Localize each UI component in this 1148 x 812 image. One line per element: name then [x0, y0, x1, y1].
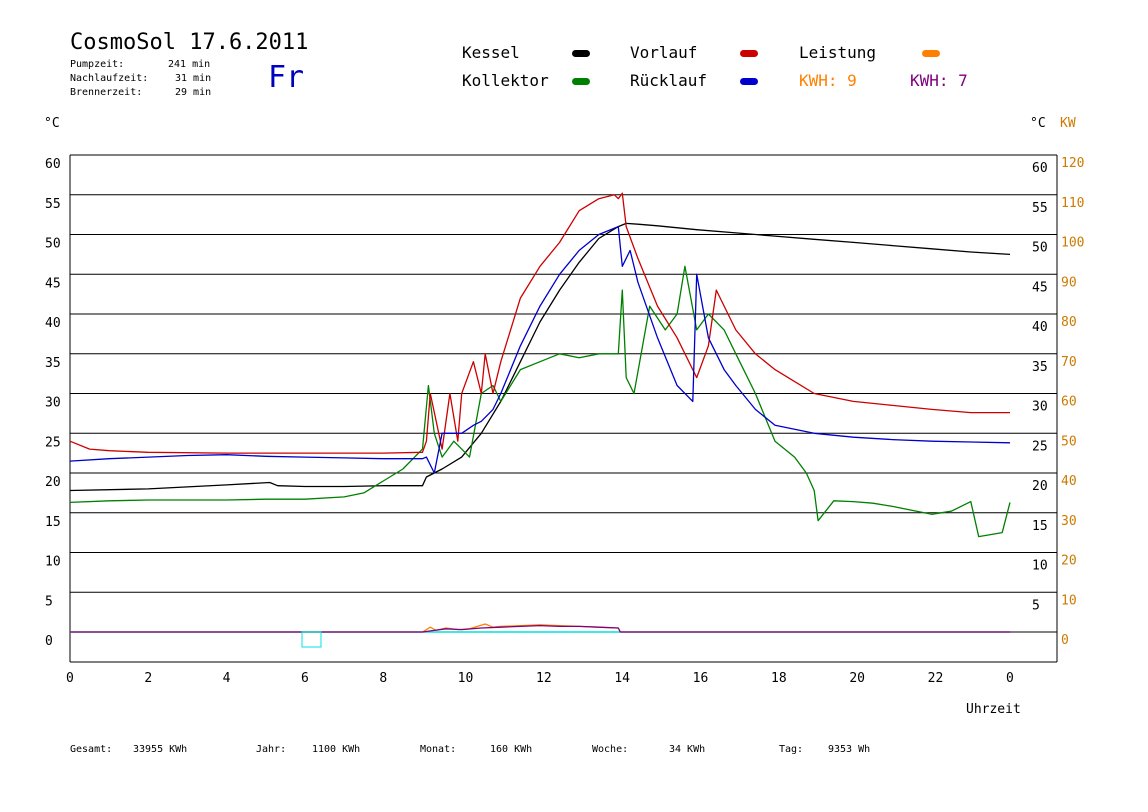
footer-woche-value: 34 KWh	[669, 744, 706, 755]
y-tick-label-right: 50	[1032, 241, 1048, 256]
y-tick-label-kw: 10	[1061, 593, 1077, 608]
x-tick-label: 18	[771, 671, 787, 686]
legend-kessel-swatch	[572, 50, 590, 57]
legend-vorlauf: Vorlauf	[630, 43, 698, 62]
y-tick-label-right: 25	[1032, 439, 1048, 454]
y-tick-label-kw: 80	[1061, 315, 1077, 330]
legend-kollektor: Kollektor	[462, 71, 549, 90]
stat-brennerzeit-label: Brennerzeit:	[70, 87, 143, 98]
y-tick-label-kw: 50	[1061, 434, 1077, 449]
x-tick-label: 14	[614, 671, 630, 686]
y-tick-label-kw: 30	[1061, 514, 1077, 529]
y-tick-label-left: 20	[45, 475, 61, 490]
y-axis-kw-unit: KW	[1060, 116, 1076, 131]
legend-kwh-2: KWH: 7	[910, 71, 968, 90]
legend-ruecklauf-swatch	[740, 78, 758, 85]
x-tick-label: 22	[928, 671, 944, 686]
y-tick-label-right: 60	[1032, 161, 1048, 176]
legend-ruecklauf: Rücklauf	[630, 71, 708, 90]
y-tick-label-kw: 60	[1061, 395, 1077, 410]
x-tick-label: 20	[849, 671, 865, 686]
chart-tick-labels: 0 2 4 6 8 10 12 14 16 18 20 22 060555045403530252015…	[45, 156, 1084, 686]
y-tick-label-kw: 40	[1061, 474, 1077, 489]
footer-monat-label: Monat:	[420, 744, 457, 755]
series-line-kollektor	[69, 265, 1011, 538]
y-tick-label-kw: 100	[1061, 236, 1084, 251]
y-tick-label-kw: 20	[1061, 554, 1077, 569]
y-tick-label-right: 20	[1032, 479, 1048, 494]
y-tick-label-kw: 70	[1061, 355, 1077, 370]
y-tick-label-right: 40	[1032, 320, 1048, 335]
y-tick-label-kw: 90	[1061, 275, 1077, 290]
x-tick-label: 2	[144, 671, 152, 686]
y-tick-label-left: 30	[45, 396, 61, 411]
chart-series	[69, 192, 1011, 633]
stat-nachlaufzeit-label: Nachlaufzeit:	[70, 73, 149, 84]
x-tick-label: 0	[66, 671, 74, 686]
legend-vorlauf-swatch	[740, 50, 758, 57]
y-axis-right-unit: °C	[1030, 116, 1046, 131]
weekday-label: Fr	[268, 60, 305, 95]
stat-brennerzeit-value: 29 min	[175, 87, 212, 98]
y-tick-label-left: 55	[45, 197, 61, 212]
chart-grid	[70, 154, 1057, 593]
series-line-r-cklauf	[69, 225, 1011, 474]
x-tick-label: 10	[458, 671, 474, 686]
x-tick-label: 4	[223, 671, 231, 686]
legend-kollektor-swatch	[572, 78, 590, 85]
y-tick-label-left: 50	[45, 237, 61, 252]
series-line-kwh-7	[70, 624, 1010, 633]
y-tick-label-right: 45	[1032, 280, 1048, 295]
footer-jahr-value: 1100 KWh	[312, 744, 361, 755]
legend-leistung: Leistung	[799, 43, 877, 62]
y-tick-label-left: 45	[45, 276, 61, 291]
series-line-kessel	[69, 222, 1011, 492]
y-tick-label-right: 15	[1032, 519, 1048, 534]
legend-kessel: Kessel	[462, 43, 520, 62]
stat-nachlaufzeit-value: 31 min	[175, 73, 212, 84]
footer-woche-label: Woche:	[592, 744, 629, 755]
y-tick-label-kw: 110	[1061, 196, 1084, 211]
stat-pumpzeit-label: Pumpzeit:	[70, 59, 125, 70]
x-axis-label: Uhrzeit	[966, 702, 1021, 717]
y-tick-label-left: 25	[45, 435, 61, 450]
y-axis-left-unit: °C	[44, 116, 60, 131]
footer-tag-label: Tag:	[779, 744, 804, 755]
legend-leistung-swatch	[922, 50, 940, 57]
y-tick-label-left: 40	[45, 316, 61, 331]
footer-gesamt-label: Gesamt:	[70, 744, 113, 755]
y-tick-label-left: 35	[45, 356, 61, 371]
x-tick-label: 8	[379, 671, 387, 686]
y-tick-label-right: 55	[1032, 201, 1048, 216]
y-tick-label-left: 15	[45, 515, 61, 530]
marker-box	[301, 631, 322, 648]
chart-title: CosmoSol 17.6.2011	[70, 30, 309, 55]
y-tick-label-left: 0	[45, 634, 53, 649]
y-tick-label-left: 5	[45, 594, 53, 609]
chart-axes	[69, 155, 1058, 663]
y-tick-label-left: 60	[45, 157, 61, 172]
x-tick-label: 12	[536, 671, 552, 686]
x-tick-label: 0	[1006, 671, 1014, 686]
stat-pumpzeit-value: 241 min	[168, 59, 211, 70]
series-line-vorlauf	[69, 192, 1010, 454]
y-tick-label-kw: 120	[1061, 156, 1084, 171]
footer-tag-value: 9353 Wh	[828, 744, 871, 755]
x-tick-label: 6	[301, 671, 309, 686]
footer-jahr-label: Jahr:	[256, 744, 287, 755]
y-tick-label-right: 5	[1032, 598, 1040, 613]
legend-kwh-1: KWH: 9	[799, 71, 857, 90]
footer-monat-value: 160 KWh	[490, 744, 533, 755]
footer-gesamt-value: 33955 KWh	[133, 744, 188, 755]
y-tick-label-right: 35	[1032, 360, 1048, 375]
x-tick-label: 16	[693, 671, 709, 686]
y-tick-label-right: 10	[1032, 559, 1048, 574]
y-tick-label-left: 10	[45, 555, 61, 570]
y-tick-label-right: 30	[1032, 400, 1048, 415]
y-tick-label-kw: 0	[1061, 633, 1069, 648]
